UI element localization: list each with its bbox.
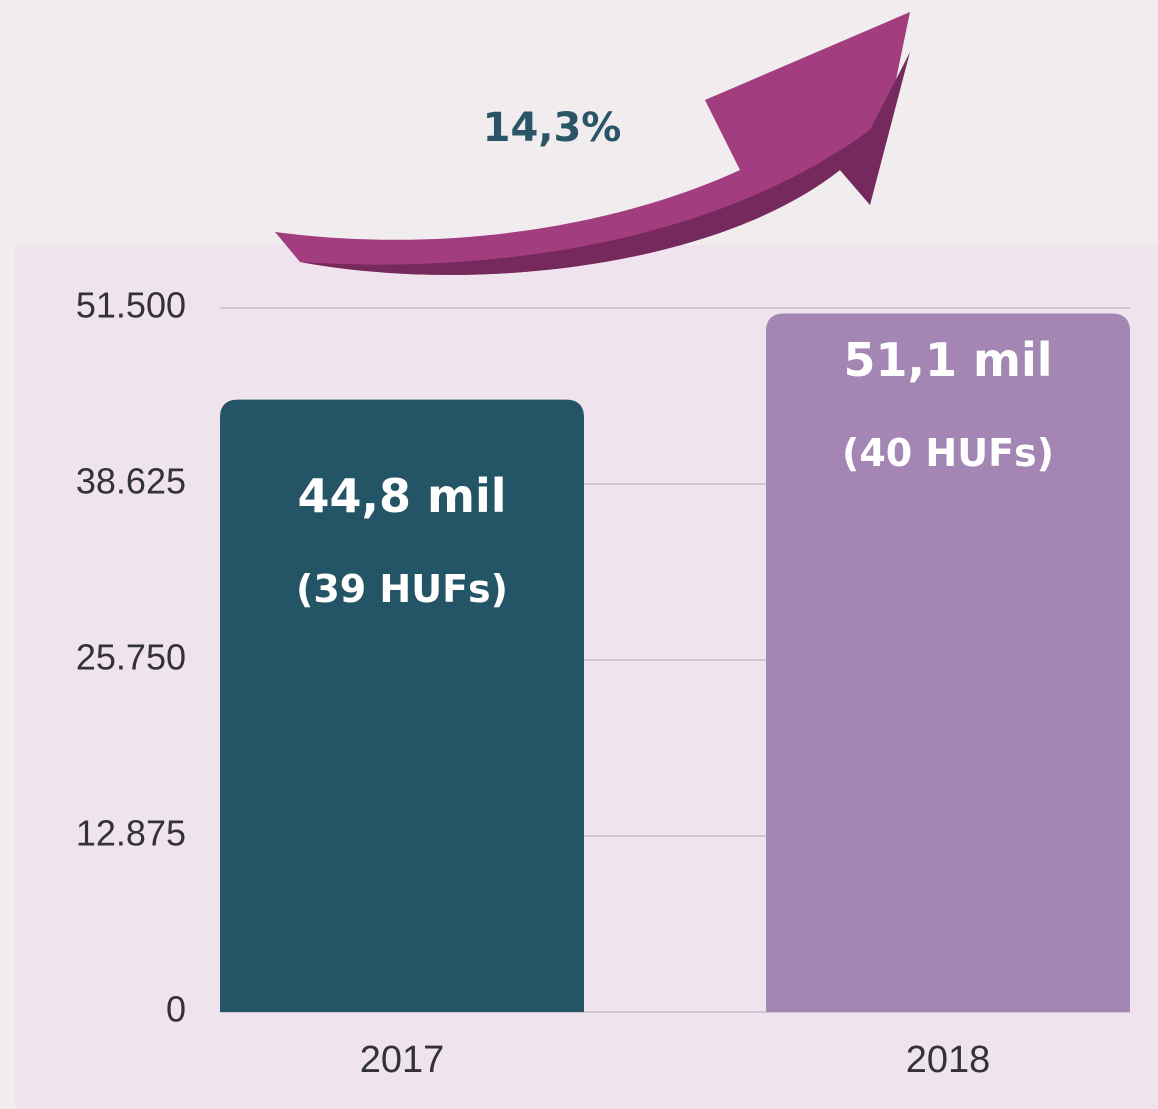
sub-label: (40 HUFs) xyxy=(842,431,1054,475)
y-tick-label: 12.875 xyxy=(76,813,186,854)
annotation: 14,3% xyxy=(483,105,622,151)
value-label: 51,1 mil xyxy=(844,333,1053,387)
y-tick-label: 25.750 xyxy=(76,637,186,678)
y-tick-label: 0 xyxy=(166,989,186,1030)
growth-arrow xyxy=(275,12,910,275)
bar xyxy=(766,313,1130,1012)
x-tick-label: 2018 xyxy=(906,1039,991,1081)
y-tick-label: 38.625 xyxy=(76,461,186,502)
y-tick-label: 51.500 xyxy=(76,285,186,326)
bar xyxy=(220,399,584,1012)
value-label: 44,8 mil xyxy=(298,469,507,523)
x-tick-label: 2017 xyxy=(360,1039,445,1081)
sub-label: (39 HUFs) xyxy=(296,567,508,611)
